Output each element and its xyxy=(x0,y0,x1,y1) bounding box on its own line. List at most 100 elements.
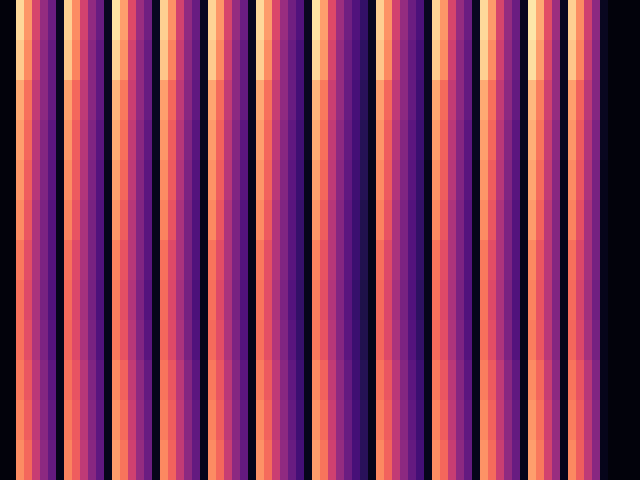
cell xyxy=(128,360,137,401)
cell xyxy=(168,120,177,161)
cell xyxy=(568,160,577,201)
cell xyxy=(448,400,457,441)
cell xyxy=(416,280,425,321)
cell xyxy=(168,160,177,201)
cell xyxy=(72,200,81,241)
cell xyxy=(128,80,137,121)
cell xyxy=(400,320,409,361)
cell xyxy=(96,200,105,241)
cell xyxy=(320,120,329,161)
cell xyxy=(616,360,625,401)
cell xyxy=(160,360,169,401)
cell xyxy=(568,360,577,401)
cell xyxy=(408,200,417,241)
cell xyxy=(608,80,617,121)
cell xyxy=(592,440,601,480)
cell xyxy=(440,400,449,441)
cell xyxy=(72,240,81,281)
cell xyxy=(408,0,417,41)
cell xyxy=(608,160,617,201)
cell xyxy=(248,200,257,241)
cell xyxy=(88,0,97,41)
cell xyxy=(80,200,89,241)
cell xyxy=(264,80,273,121)
cell xyxy=(520,360,529,401)
cell xyxy=(184,320,193,361)
cell xyxy=(64,440,73,480)
cell xyxy=(208,0,217,41)
cell xyxy=(168,440,177,480)
cell xyxy=(208,200,217,241)
cell xyxy=(536,320,545,361)
cell xyxy=(192,0,201,41)
cell xyxy=(48,120,57,161)
cell xyxy=(584,0,593,41)
cell xyxy=(216,200,225,241)
cell xyxy=(528,320,537,361)
cell xyxy=(32,160,41,201)
cell xyxy=(136,400,145,441)
cell xyxy=(464,0,473,41)
cell xyxy=(608,240,617,281)
cell xyxy=(424,80,433,121)
cell xyxy=(288,120,297,161)
cell xyxy=(168,280,177,321)
cell xyxy=(376,240,385,281)
cell xyxy=(112,320,121,361)
cell xyxy=(120,440,129,480)
cell xyxy=(424,320,433,361)
cell xyxy=(432,160,441,201)
cell xyxy=(184,40,193,81)
cell xyxy=(208,80,217,121)
cell xyxy=(0,240,9,281)
cell xyxy=(616,200,625,241)
cell xyxy=(160,400,169,441)
cell xyxy=(56,280,65,321)
cell xyxy=(376,80,385,121)
cell xyxy=(528,280,537,321)
cell xyxy=(584,80,593,121)
cell xyxy=(8,280,17,321)
cell xyxy=(80,440,89,480)
cell xyxy=(552,160,561,201)
cell xyxy=(248,360,257,401)
cell xyxy=(304,360,313,401)
cell xyxy=(528,0,537,41)
cell xyxy=(104,320,113,361)
cell xyxy=(480,0,489,41)
cell xyxy=(224,0,233,41)
cell xyxy=(600,280,609,321)
cell xyxy=(440,0,449,41)
cell xyxy=(40,0,49,41)
cell xyxy=(568,240,577,281)
cell xyxy=(584,400,593,441)
cell xyxy=(216,80,225,121)
cell xyxy=(632,40,640,81)
cell xyxy=(512,320,521,361)
cell xyxy=(592,80,601,121)
cell xyxy=(344,160,353,201)
cell xyxy=(288,200,297,241)
cell xyxy=(48,80,57,121)
cell xyxy=(440,40,449,81)
cell xyxy=(280,360,289,401)
cell xyxy=(0,400,9,441)
cell xyxy=(128,0,137,41)
cell xyxy=(216,280,225,321)
cell xyxy=(472,120,481,161)
cell xyxy=(608,400,617,441)
cell xyxy=(104,0,113,41)
cell xyxy=(504,200,513,241)
cell xyxy=(552,40,561,81)
cell xyxy=(24,280,33,321)
cell xyxy=(472,280,481,321)
cell xyxy=(624,40,633,81)
cell xyxy=(0,160,9,201)
cell xyxy=(592,0,601,41)
cell xyxy=(200,280,209,321)
cell xyxy=(136,440,145,480)
cell xyxy=(608,360,617,401)
cell xyxy=(456,40,465,81)
cell xyxy=(488,160,497,201)
cell xyxy=(256,120,265,161)
